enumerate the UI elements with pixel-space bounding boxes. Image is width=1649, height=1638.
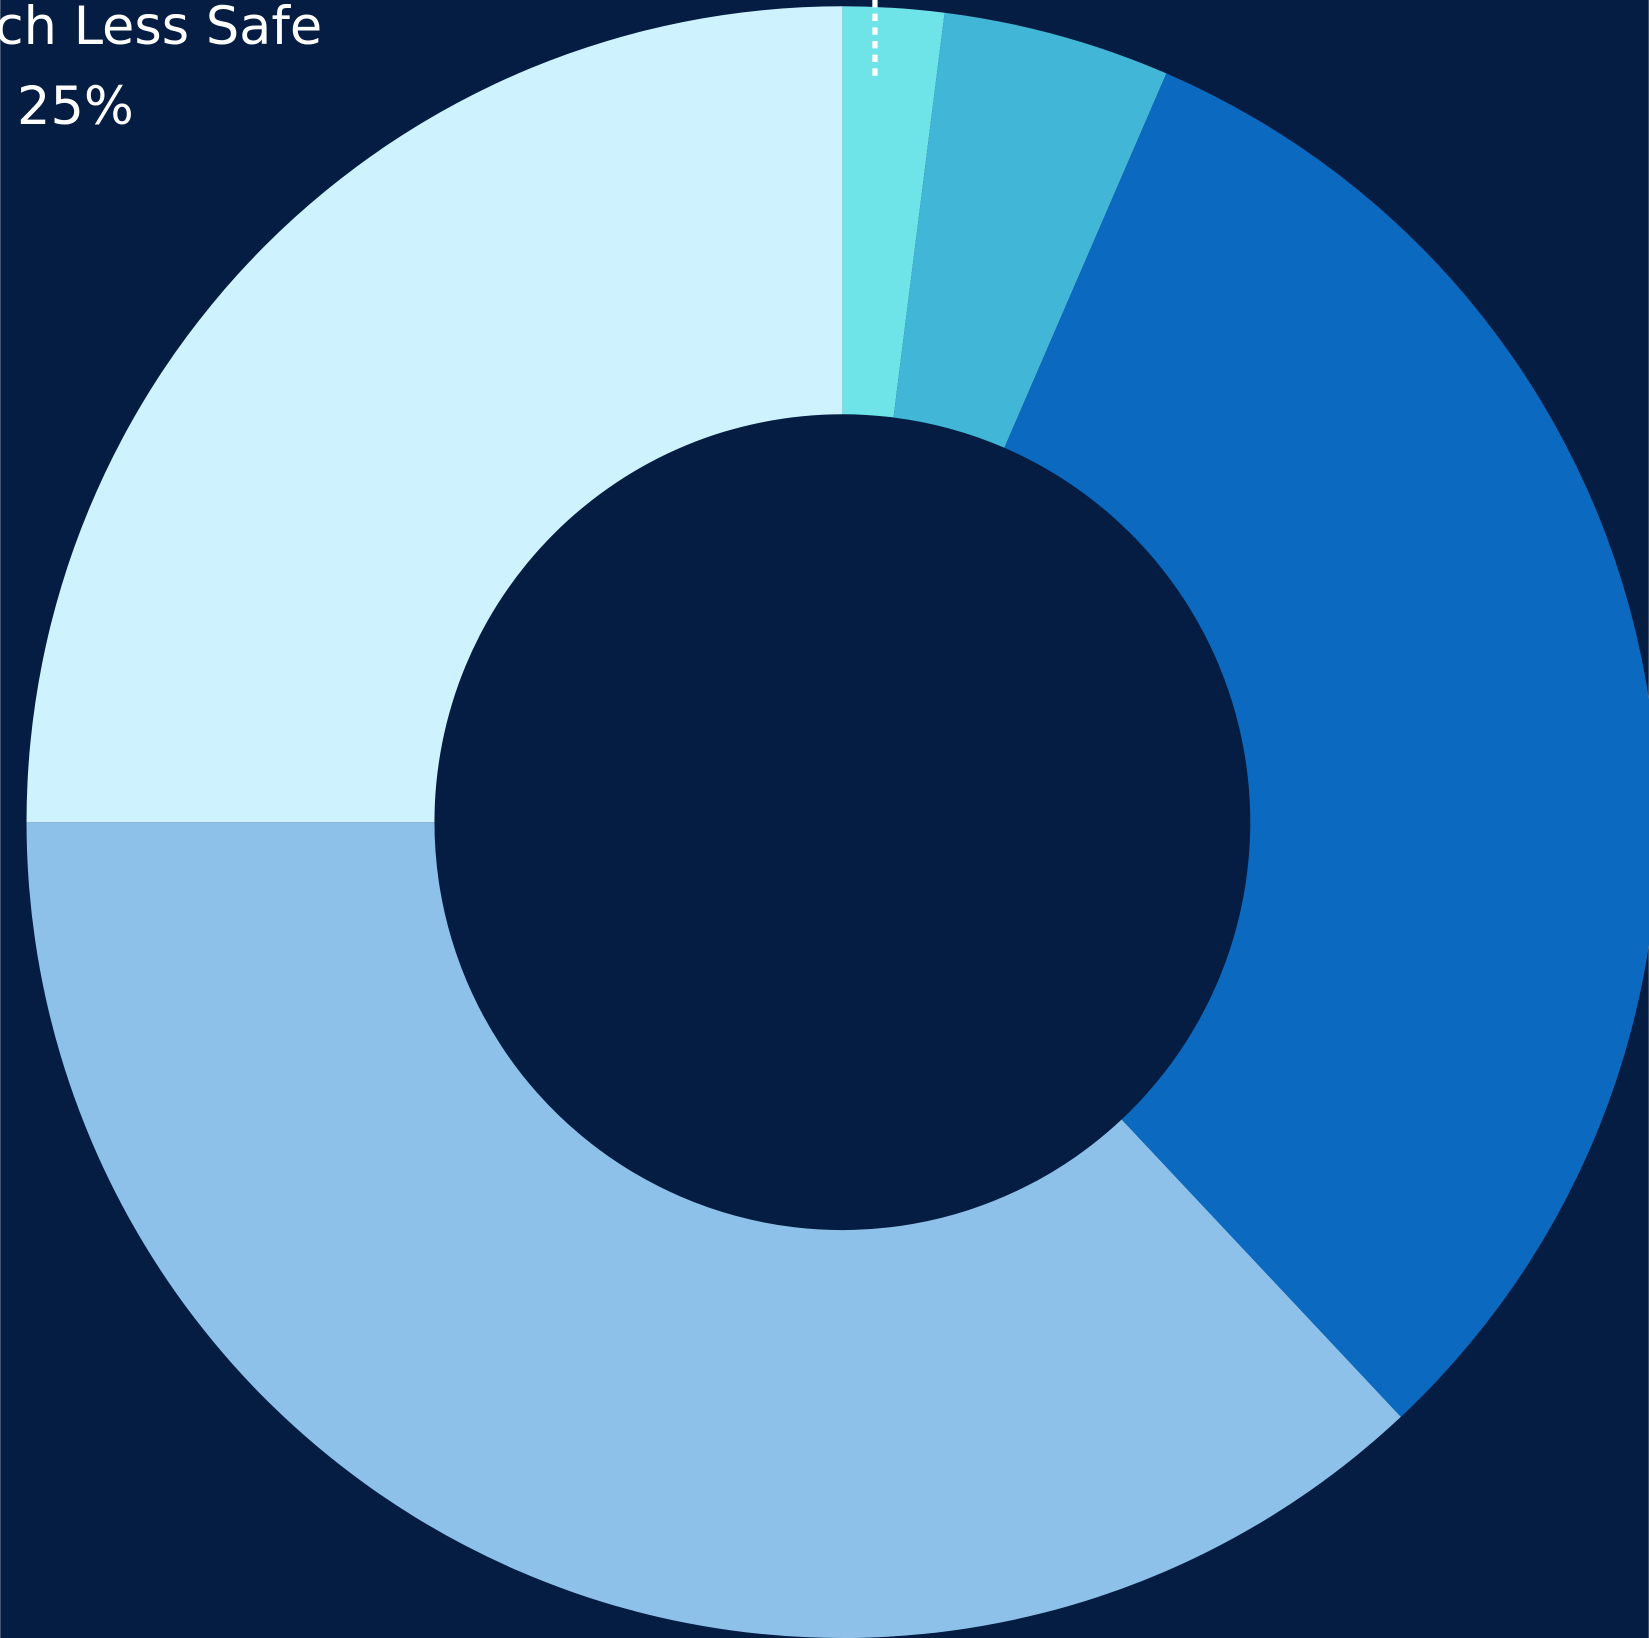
donut-slice bbox=[26, 822, 1401, 1638]
donut-slice bbox=[842, 6, 945, 418]
donut-slice bbox=[26, 6, 843, 823]
slices bbox=[26, 6, 1649, 1638]
donut-slice bbox=[893, 12, 1167, 448]
donut-slice bbox=[1004, 73, 1649, 1417]
slice-value-label: 25% bbox=[17, 76, 134, 137]
slice-label: Much Less Safe bbox=[0, 0, 322, 57]
